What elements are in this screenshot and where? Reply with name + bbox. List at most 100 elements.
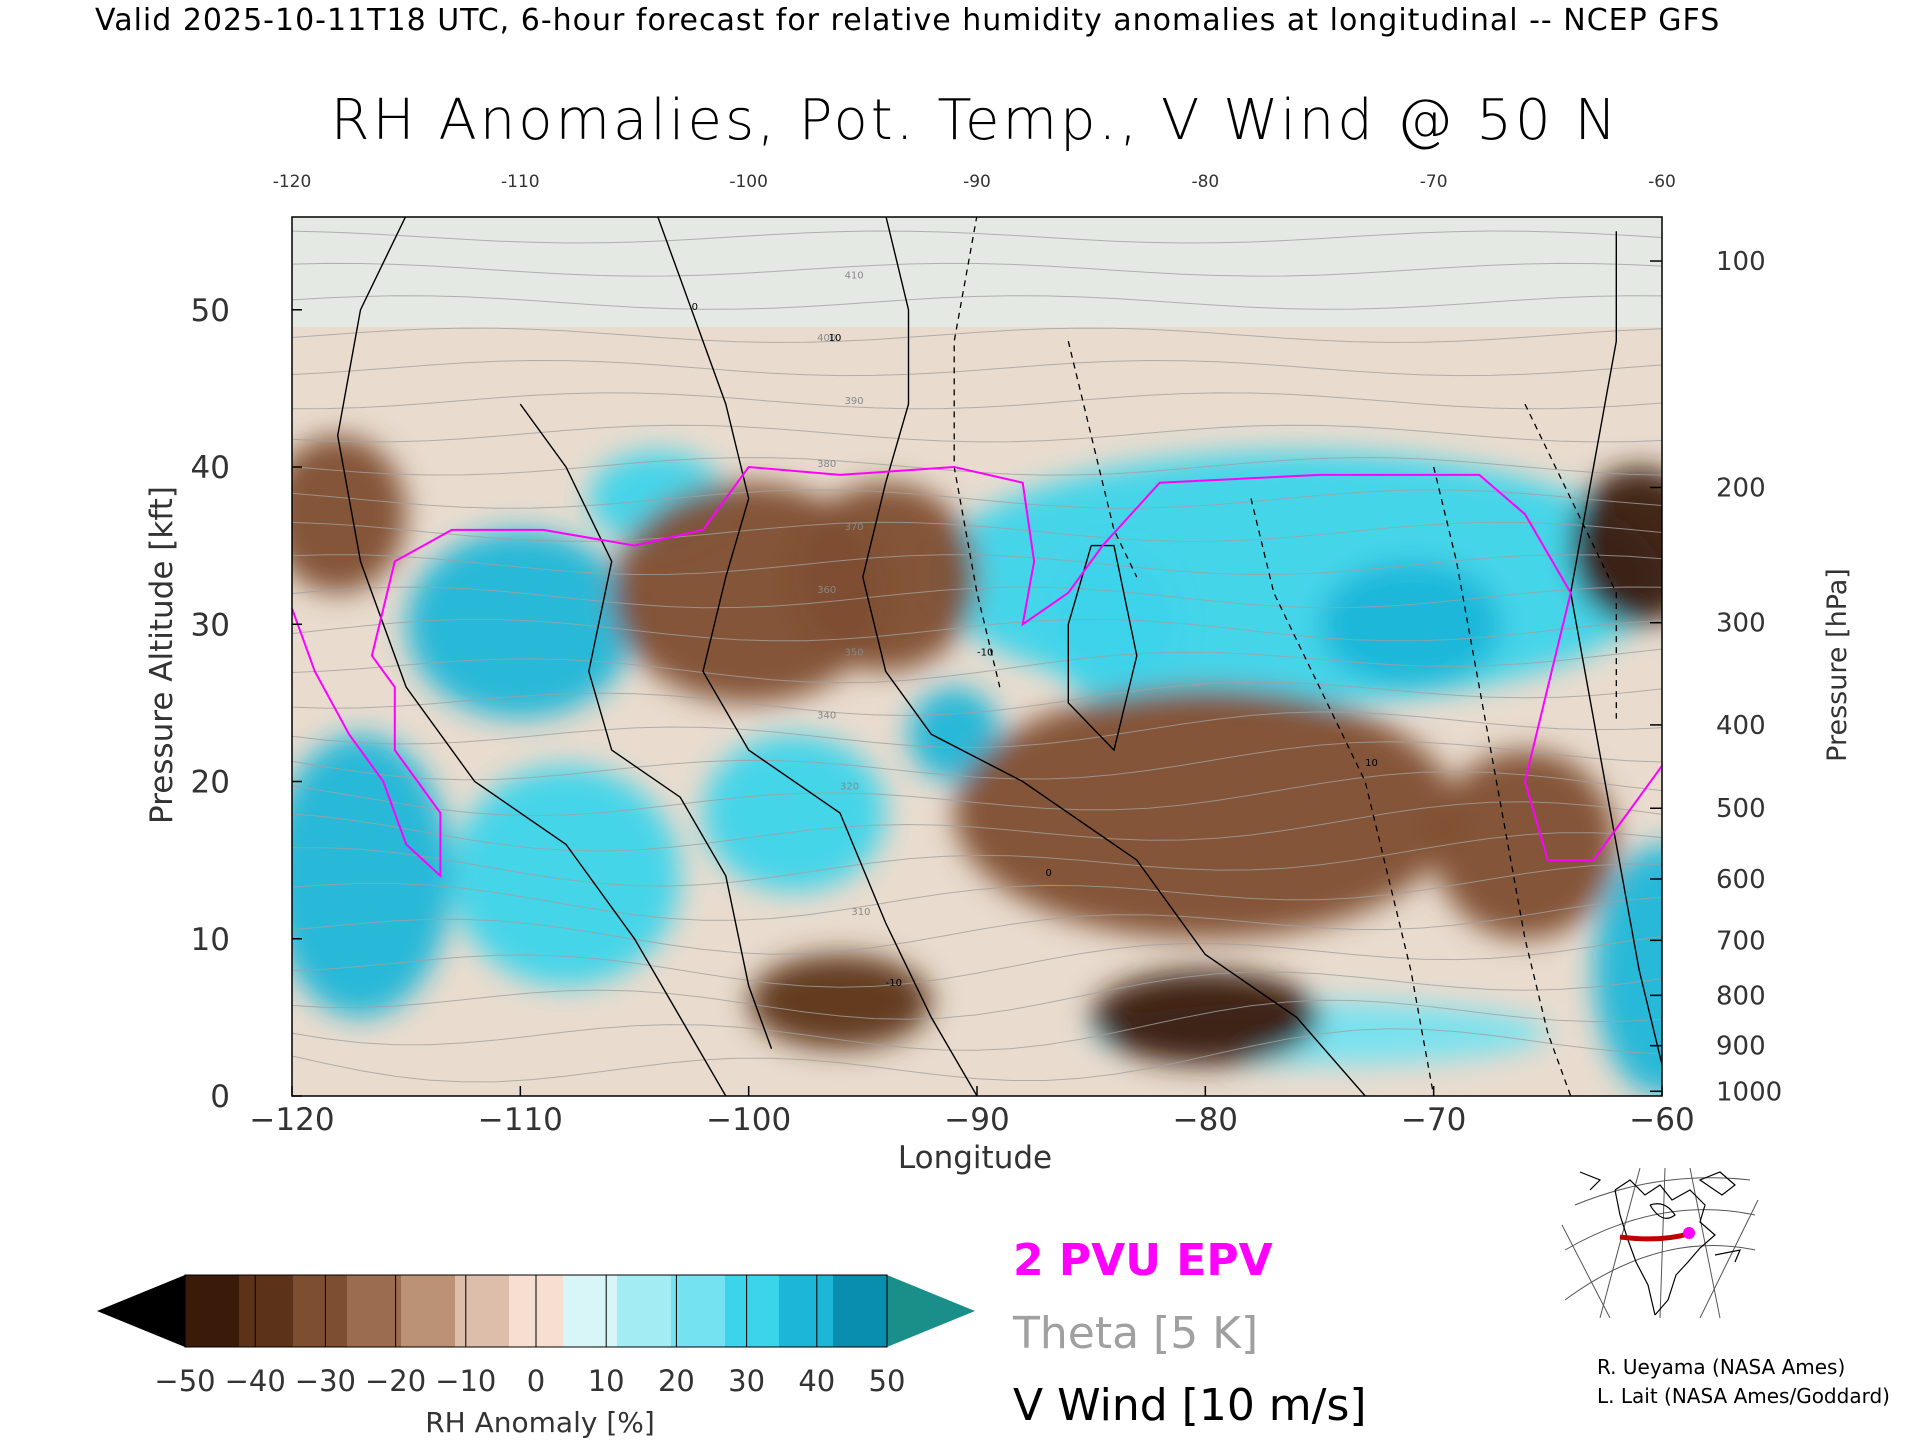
v-wind-contour-line — [657, 217, 978, 1096]
theta-contour-line — [292, 586, 1662, 609]
theta-contour-line — [292, 741, 1662, 781]
v-wind-contour-line — [1250, 498, 1435, 1096]
y-tick-label: 30 — [191, 607, 230, 643]
top-tick-label: -110 — [501, 172, 540, 192]
pressure-tick-label: 1000 — [1716, 1077, 1782, 1107]
pressure-tick-label: 400 — [1716, 711, 1766, 741]
rh-anomaly-blob — [794, 482, 978, 672]
pressure-tick-label: 900 — [1716, 1032, 1766, 1062]
theta-contour-line — [292, 711, 1662, 749]
theta-contour-line — [292, 1028, 1662, 1083]
colorbar-tick-label: 40 — [798, 1364, 835, 1398]
valid-time-header: Valid 2025-10-11T18 UTC, 6-hour forecast… — [95, 3, 1721, 38]
v-wind-contour-label: 0 — [1046, 868, 1052, 879]
top-tick-label: -70 — [1420, 172, 1448, 192]
theta-contour-line — [292, 489, 1662, 509]
epv-contour — [292, 465, 1662, 879]
y-tick-label: 50 — [191, 293, 230, 329]
y-tick-label: 0 — [210, 1079, 230, 1115]
y-tick-label: 40 — [191, 450, 230, 486]
credit-line-2: L. Lait (NASA Ames/Goddard) — [1597, 1384, 1890, 1408]
colorbar-under-arrow — [97, 1275, 185, 1347]
rh-anomaly-blob — [1593, 844, 1662, 1096]
theta-contour-line — [292, 971, 1662, 1020]
theta-contour-line — [292, 554, 1662, 576]
theta-contour-label: 320 — [840, 781, 859, 792]
theta-contour-line — [292, 771, 1662, 817]
legend-epv: 2 PVU EPV — [1013, 1235, 1273, 1286]
pressure-tick-label: 200 — [1716, 473, 1766, 503]
theta-contour-line — [292, 681, 1662, 717]
theta-contour-line — [292, 832, 1662, 887]
v-wind-contour-line — [1569, 231, 1662, 1065]
colorbar-swatch — [293, 1275, 348, 1347]
v-wind-contour-line — [1067, 544, 1138, 752]
transect-track — [1619, 1231, 1689, 1242]
v-wind-contour-label: -10 — [886, 978, 902, 989]
colorbar-swatch — [563, 1275, 618, 1347]
rh-anomaly-blob — [451, 765, 681, 986]
rh-anomaly-blob — [748, 954, 932, 1049]
pressure-tick-label: 300 — [1716, 609, 1766, 639]
rh-anomaly-field — [292, 435, 1662, 1096]
v-wind-contour-line — [1524, 403, 1617, 719]
top-tick-label: -120 — [273, 172, 312, 192]
top-tick-label: -80 — [1191, 172, 1219, 192]
theta-contour-line — [292, 327, 1662, 343]
theta-contour-label: 360 — [817, 585, 836, 596]
colorbar-swatch — [833, 1275, 888, 1347]
v-wind-contour-label: 0 — [692, 302, 698, 313]
colorbar-tick-label: −20 — [365, 1364, 426, 1398]
x-tick-label: −80 — [1173, 1102, 1238, 1138]
top-tick-label: -60 — [1648, 172, 1676, 192]
y-tick-label: 20 — [191, 765, 230, 801]
y-tick-label: 10 — [191, 922, 230, 958]
theta-contour-label: 400 — [817, 333, 836, 344]
colorbar-tick-label: −30 — [295, 1364, 356, 1398]
v-wind-contour-line — [1067, 341, 1138, 578]
colorbar-swatch — [725, 1275, 780, 1347]
colorbar-tick-label: 0 — [527, 1364, 545, 1398]
theta-contour-line — [292, 521, 1662, 542]
v-wind-contour-line — [519, 403, 773, 1050]
theta-contour-line — [292, 392, 1662, 410]
v-wind-contour-line — [1433, 466, 1572, 1096]
theta-contour-line — [292, 648, 1662, 684]
theta-contour-label: 370 — [845, 522, 864, 533]
rh-anomaly-blob — [1433, 750, 1617, 939]
theta-contour-line — [292, 801, 1662, 852]
colorbar-swatch — [185, 1275, 240, 1347]
theta-contour-line — [292, 359, 1662, 377]
x-tick-label: −90 — [944, 1102, 1009, 1138]
credit-line-1: R. Ueyama (NASA Ames) — [1597, 1355, 1846, 1379]
colorbar-swatch — [779, 1275, 834, 1347]
theta-contour-label: 310 — [851, 907, 870, 918]
pressure-tick-label: 800 — [1716, 981, 1766, 1011]
colorbar-tick-label: 30 — [728, 1364, 765, 1398]
v-wind-contour-label: 10 — [1365, 758, 1378, 769]
colorbar-swatch — [239, 1275, 294, 1347]
rh-anomaly-blob — [1570, 467, 1662, 625]
rh-anomaly-blob — [292, 734, 452, 1018]
colorbar-tick-label: 20 — [658, 1364, 695, 1398]
theta-contour-line — [292, 230, 1662, 244]
v-wind-contour-line — [336, 217, 727, 1096]
theta-contour-label: 340 — [817, 711, 836, 722]
legend-v-wind: V Wind [10 m/s] — [1013, 1380, 1367, 1431]
y2-axis-label: Pressure [hPa] — [1822, 568, 1853, 762]
colorbar-swatch — [455, 1275, 510, 1347]
x-tick-label: −100 — [706, 1102, 791, 1138]
v-wind-contour-label: 10 — [829, 333, 842, 344]
theta-contour-label: 410 — [845, 270, 864, 281]
rh-anomaly-blob — [1091, 970, 1320, 1065]
rh-anomaly-blob — [1319, 561, 1503, 688]
legend-theta: Theta [5 K] — [1012, 1308, 1258, 1359]
axes: −120-120−110-110−100-100−90-90−80-80−70-… — [191, 172, 1783, 1138]
colorbar-swatch — [671, 1275, 726, 1347]
v-wind-contours: 0 10 -10 0 10 -10 — [336, 217, 1662, 1096]
theta-contour-line — [292, 863, 1662, 921]
colorbar-swatch — [347, 1275, 402, 1347]
theta-contour-label: 390 — [845, 396, 864, 407]
v-wind-contour-line — [862, 217, 1366, 1096]
